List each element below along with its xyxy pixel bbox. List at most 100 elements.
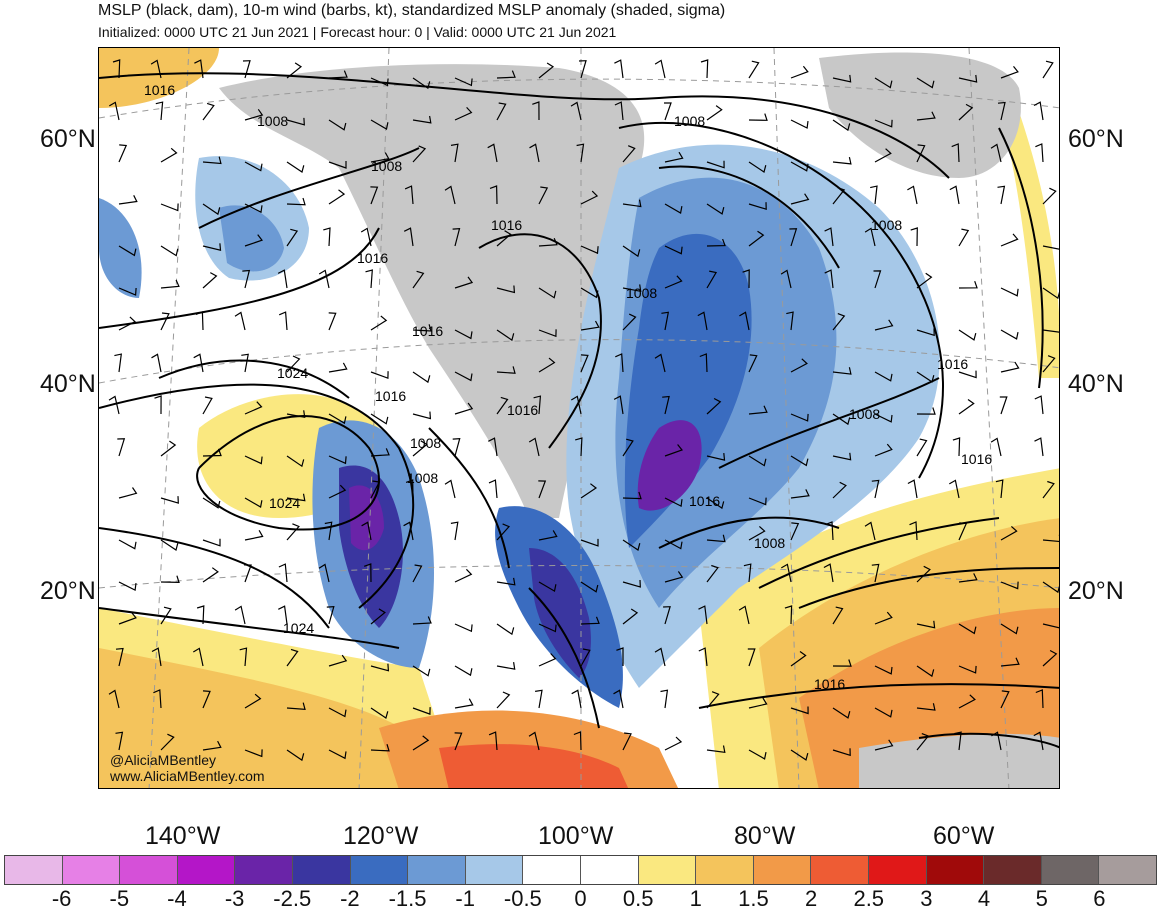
wind-barb xyxy=(286,523,300,541)
wind-barb xyxy=(748,525,766,541)
colorbar-swatch xyxy=(696,856,754,884)
wind-barb xyxy=(151,353,162,373)
wind-barb xyxy=(748,113,768,121)
wind-barb xyxy=(916,144,926,163)
wind-barb xyxy=(832,187,846,205)
wind-barb xyxy=(412,707,431,715)
wind-barb xyxy=(790,413,809,422)
wind-barb xyxy=(748,161,767,173)
wind-barb xyxy=(697,311,708,331)
wind-barb xyxy=(1034,395,1044,415)
wind-barb xyxy=(622,199,642,208)
wind-barb xyxy=(370,315,388,331)
wind-barb xyxy=(738,605,750,625)
wind-barb xyxy=(277,269,288,289)
colorbar-swatch xyxy=(811,856,869,884)
wind-barb xyxy=(580,190,599,205)
isobar-labels: 1016 1008 1008 1016 1016 1008 1016 1024 … xyxy=(144,82,992,692)
wind-barb xyxy=(580,581,599,593)
wind-barb xyxy=(1042,623,1059,629)
wind-barb xyxy=(244,161,263,172)
wind-barb xyxy=(958,522,968,541)
wind-barb xyxy=(874,413,893,423)
wind-barb xyxy=(698,647,708,667)
wind-barb xyxy=(202,497,221,509)
wind-barb xyxy=(958,623,977,635)
wind-barb xyxy=(615,353,624,373)
wind-barb xyxy=(160,147,178,163)
wind-barb xyxy=(150,59,162,79)
wind-barb xyxy=(115,731,124,751)
wind-barb xyxy=(616,647,624,666)
wind-barb xyxy=(488,437,498,457)
wind-barb xyxy=(958,281,978,289)
wind-barb xyxy=(1000,690,1010,709)
colorbar-tick-label: -5 xyxy=(109,886,130,911)
wind-barb xyxy=(328,707,347,718)
wind-barb xyxy=(570,395,582,415)
wind-barb xyxy=(160,733,175,751)
wind-barb xyxy=(874,443,893,457)
wind-barb xyxy=(748,497,767,506)
wind-barb xyxy=(286,702,306,710)
wind-barb xyxy=(874,148,892,163)
wind-barb xyxy=(496,70,516,79)
wind-barb xyxy=(529,143,540,163)
wind-barb xyxy=(614,101,624,121)
colorbar-tick-label: -2.5 xyxy=(273,886,312,911)
map-panel: 1016 1008 1008 1016 1016 1008 1016 1024 … xyxy=(98,47,1060,789)
wind-barb xyxy=(664,151,684,163)
wind-barb xyxy=(832,748,851,757)
wind-barb xyxy=(450,143,459,163)
wind-barb xyxy=(444,479,456,499)
wind-barb xyxy=(452,437,461,457)
wind-barb xyxy=(622,732,632,751)
wind-barb xyxy=(958,74,978,83)
wind-barb xyxy=(328,484,347,499)
wind-barb xyxy=(664,203,683,214)
wind-barb xyxy=(954,731,962,751)
wind-barb xyxy=(160,606,172,625)
wind-barb xyxy=(244,203,263,214)
wind-barb xyxy=(318,563,330,583)
wind-barb xyxy=(706,745,726,754)
anomaly-positive-southwest xyxy=(99,648,439,788)
colorbar-swatch xyxy=(1041,856,1100,884)
wind-barb xyxy=(664,444,683,457)
wind-barb xyxy=(538,480,547,499)
wind-barb xyxy=(202,243,222,251)
wind-barb xyxy=(286,197,306,206)
wind-barb xyxy=(622,438,634,457)
colorbar-tick-label: 3 xyxy=(920,886,933,911)
wind-barb xyxy=(370,663,390,672)
wind-barb xyxy=(489,185,498,205)
wind-barb xyxy=(365,269,373,289)
isobar-label: 1008 xyxy=(407,470,438,486)
wind-barb xyxy=(286,62,303,79)
wind-barb xyxy=(404,185,414,205)
wind-barb xyxy=(412,616,432,625)
wind-barb xyxy=(662,395,670,415)
wind-barb xyxy=(151,647,162,667)
colorbar-tick-label: -4 xyxy=(167,886,187,911)
colorbar xyxy=(4,855,1157,885)
wind-barb xyxy=(1000,361,1020,373)
wind-barb xyxy=(239,647,248,667)
wind-barb xyxy=(1042,355,1056,373)
wind-barb xyxy=(496,230,512,247)
isobar-label: 1008 xyxy=(257,113,288,129)
wind-barb xyxy=(244,401,263,415)
wind-barb xyxy=(241,353,249,373)
wind-barb xyxy=(323,227,331,247)
wind-barb xyxy=(412,735,430,751)
wind-barb xyxy=(538,357,556,373)
isobar-label: 1016 xyxy=(961,451,992,467)
wind-barb xyxy=(114,353,123,373)
wind-barb xyxy=(412,77,431,90)
wind-barb xyxy=(575,437,583,457)
wind-barb xyxy=(286,455,305,468)
wind-barb xyxy=(874,119,893,128)
colorbar-tick-label: -2 xyxy=(340,886,360,911)
wind-barb xyxy=(160,245,179,257)
wind-barb xyxy=(613,689,624,709)
